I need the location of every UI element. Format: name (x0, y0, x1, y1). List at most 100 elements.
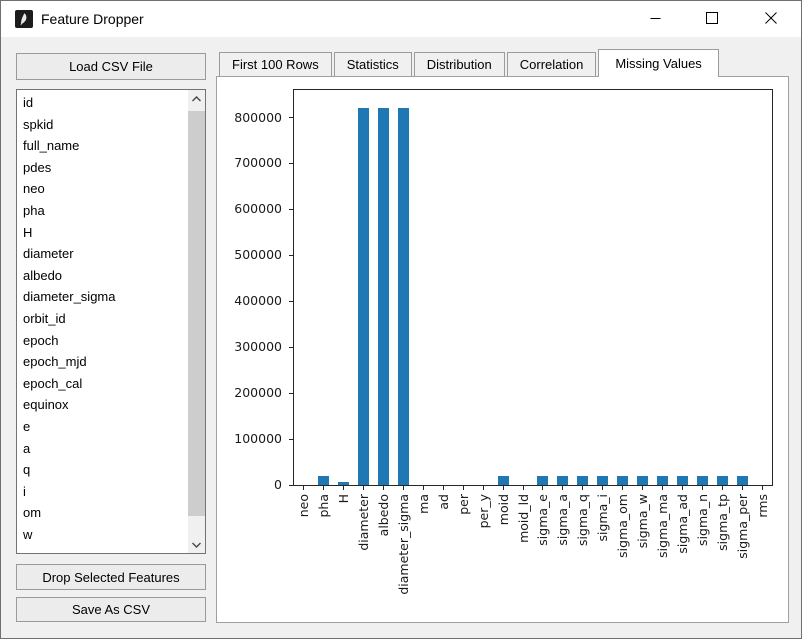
list-item[interactable]: om (23, 505, 42, 521)
x-tick-label: rms (754, 494, 770, 518)
list-item[interactable]: full_name (23, 138, 80, 154)
y-tick (289, 117, 293, 119)
list-item[interactable]: orbit_id (23, 310, 66, 326)
x-tick (343, 486, 345, 490)
list-item[interactable]: e (23, 418, 31, 434)
x-tick-label: sigma_e (535, 494, 551, 546)
chevron-up-icon[interactable] (188, 90, 205, 107)
x-tick (562, 486, 564, 490)
x-tick (363, 486, 365, 490)
x-tick-label: pha (316, 494, 332, 518)
list-item[interactable]: spkid (23, 116, 54, 132)
drop-selected-features-button[interactable]: Drop Selected Features (16, 564, 206, 590)
y-tick-label: 300000 (234, 339, 282, 355)
x-tick-label: moid_ld (515, 494, 531, 543)
list-item[interactable]: neo (23, 181, 45, 197)
x-tick-label: H (336, 494, 352, 504)
bar (736, 476, 748, 485)
y-tick (289, 438, 293, 440)
window-title: Feature Dropper (41, 11, 144, 27)
x-tick (403, 486, 405, 490)
list-item[interactable]: diameter (23, 246, 74, 262)
list-item[interactable]: id (23, 95, 34, 110)
y-tick (289, 254, 293, 256)
x-tick (462, 486, 464, 490)
x-tick (422, 486, 424, 490)
x-tick-label: sigma_a (555, 494, 571, 546)
bar (597, 476, 609, 485)
bar (497, 476, 509, 485)
x-tick (721, 486, 723, 490)
list-item[interactable]: H (23, 224, 33, 240)
y-tick-label: 100000 (234, 431, 282, 447)
y-tick (289, 484, 293, 486)
list-item[interactable]: i (23, 483, 26, 499)
x-tick (383, 486, 385, 490)
list-item[interactable]: epoch_cal (23, 375, 83, 391)
bar (378, 108, 390, 485)
x-tick (701, 486, 703, 490)
bar (696, 476, 708, 485)
list-item[interactable]: epoch_mjd (23, 354, 87, 370)
x-tick (761, 486, 763, 490)
x-tick (482, 486, 484, 490)
tab-bar: First 100 Rows Statistics Distribution Corr… (219, 49, 721, 77)
x-tick-label: diameter_sigma (396, 494, 412, 595)
bar (676, 476, 688, 485)
x-tick (741, 486, 743, 490)
list-item[interactable]: w (23, 526, 33, 542)
list-item[interactable]: q (23, 462, 31, 478)
scrollbar-thumb[interactable] (188, 111, 205, 516)
listbox-scrollbar[interactable] (188, 90, 205, 553)
list-item[interactable]: equinox (23, 397, 69, 413)
bar (716, 476, 728, 485)
x-tick-label: per (455, 494, 471, 515)
list-item[interactable]: pdes (23, 159, 52, 175)
x-tick-label: albedo (376, 494, 392, 537)
maximize-button[interactable] (689, 3, 735, 33)
close-button[interactable] (748, 3, 794, 33)
tk-feather-icon (15, 10, 33, 28)
y-tick-label: 700000 (234, 155, 282, 171)
minimize-button[interactable] (632, 3, 678, 33)
x-tick (522, 486, 524, 490)
y-tick (289, 300, 293, 302)
y-tick-label: 800000 (234, 109, 282, 125)
bar (617, 476, 629, 485)
tab-distribution[interactable]: Distribution (413, 52, 505, 76)
tab-correlation[interactable]: Correlation (506, 52, 597, 76)
x-tick-label: per_y (475, 494, 491, 529)
x-tick (661, 486, 663, 490)
x-tick-label: sigma_i (595, 494, 611, 542)
bar (577, 476, 589, 485)
x-tick-label: sigma_w (635, 494, 651, 549)
tab-statistics[interactable]: Statistics (333, 52, 412, 76)
x-tick-label: neo (296, 494, 312, 518)
x-tick (442, 486, 444, 490)
tab-missing-values[interactable]: Missing Values (598, 49, 719, 77)
list-item[interactable]: albedo (23, 267, 63, 283)
tab-first-100-rows[interactable]: First 100 Rows (219, 52, 332, 76)
bar (637, 476, 649, 485)
x-tick-label: sigma_q (575, 494, 591, 546)
load-csv-button[interactable]: Load CSV File (16, 53, 206, 80)
x-tick-label: ma (415, 494, 431, 514)
x-tick-label: moid (495, 494, 511, 526)
y-tick (289, 208, 293, 210)
x-tick (622, 486, 624, 490)
bar (537, 476, 549, 485)
bar (358, 108, 370, 485)
x-tick-label: sigma_om (615, 494, 631, 558)
list-item[interactable]: diameter_sigma (23, 289, 116, 305)
save-as-csv-button[interactable]: Save As CSV (16, 597, 206, 622)
x-tick (542, 486, 544, 490)
x-tick (502, 486, 504, 490)
list-item[interactable]: pha (23, 202, 45, 218)
titlebar: Feature Dropper (1, 1, 801, 37)
list-item[interactable]: epoch (23, 332, 59, 348)
chevron-down-icon[interactable] (188, 536, 205, 553)
list-item[interactable]: a (23, 440, 31, 456)
